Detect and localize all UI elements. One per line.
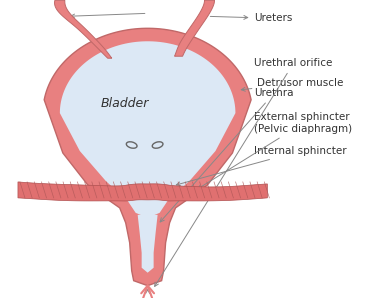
- Polygon shape: [55, 0, 112, 58]
- Text: External sphincter
(Pelvic diaphragm): External sphincter (Pelvic diaphragm): [198, 112, 353, 189]
- Text: Bladder: Bladder: [100, 97, 149, 110]
- Polygon shape: [138, 215, 158, 273]
- Text: Internal sphincter: Internal sphincter: [176, 146, 347, 186]
- Text: Urethra: Urethra: [160, 88, 294, 222]
- Text: Ureters: Ureters: [210, 13, 293, 23]
- Text: Detrusor muscle: Detrusor muscle: [241, 78, 344, 91]
- Polygon shape: [60, 41, 236, 218]
- Polygon shape: [174, 0, 214, 56]
- Polygon shape: [18, 182, 268, 201]
- Text: Urethral orifice: Urethral orifice: [155, 58, 333, 286]
- Polygon shape: [44, 28, 251, 286]
